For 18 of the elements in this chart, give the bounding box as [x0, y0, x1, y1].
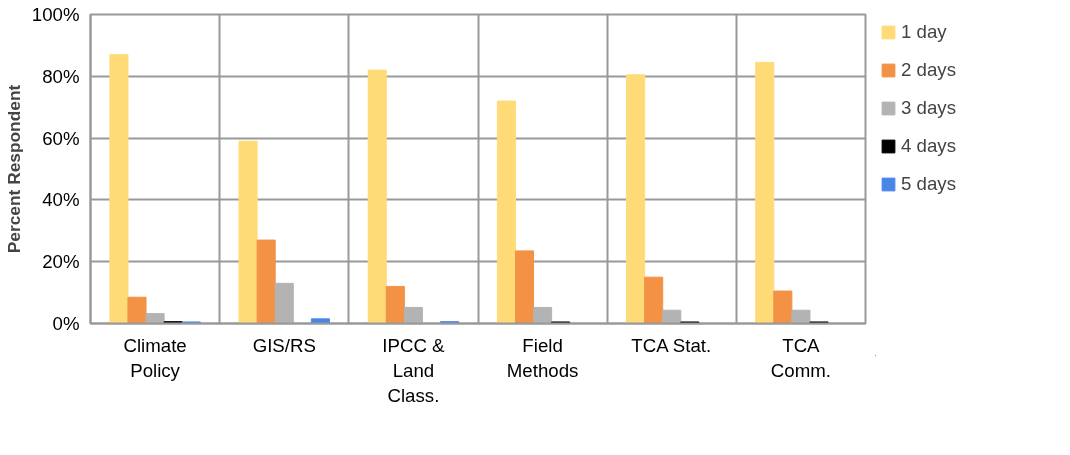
y-tick-label: 60% — [42, 127, 80, 149]
y-tick-label: 0% — [52, 313, 80, 334]
legend-label: 5 days — [901, 173, 956, 195]
y-tick-label: 80% — [42, 65, 80, 87]
x-tick-label: IPCC & Land Class. — [382, 334, 446, 406]
x-tick-label: Climate Policy — [123, 334, 187, 381]
y-tick-label: 100% — [31, 4, 80, 25]
legend-label: 2 days — [901, 59, 956, 81]
legend-label: 3 days — [901, 97, 956, 119]
legend-label: 4 days — [901, 135, 956, 157]
y-tick-label: 40% — [42, 189, 80, 211]
x-tick-label: TCA Stat. — [631, 334, 712, 356]
y-tick-label: 20% — [42, 251, 80, 273]
x-tick-label: GIS/RS — [252, 334, 316, 356]
x-tick-label: Field Methods — [506, 334, 579, 381]
legend-label: 1 day — [901, 21, 947, 43]
x-tick-label: TCA Comm. — [770, 334, 831, 381]
y-axis-title: Percent Respondent — [3, 84, 24, 254]
